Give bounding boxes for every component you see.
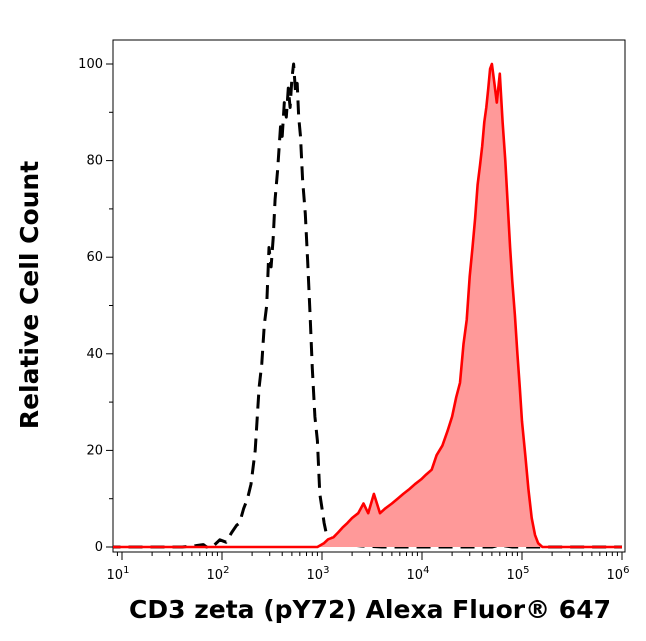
y-tick-label-40: 40 — [86, 347, 103, 362]
x-tick-label-100: 102 — [207, 565, 230, 583]
axes: 0 20 40 60 80 100 101 102 103 104 105 106 — [78, 57, 629, 583]
series-1-area — [113, 64, 622, 547]
y-tick-label-20: 20 — [86, 443, 103, 458]
series-group — [113, 62, 622, 549]
plot-frame — [112, 39, 626, 553]
y-tick-label-100: 100 — [78, 57, 103, 72]
y-axis-label: Relative Cell Count — [15, 161, 44, 429]
series-1-line — [113, 62, 622, 549]
plot-border — [112, 39, 626, 553]
y-tick-label-60: 60 — [86, 250, 103, 265]
x-tick-label-100000: 105 — [507, 565, 530, 583]
x-tick-label-1000: 103 — [307, 565, 330, 583]
x-tick-label-10: 101 — [107, 565, 130, 583]
x-axis-label: CD3 zeta (pY72) Alexa Fluor® 647 — [129, 595, 611, 624]
x-tick-label-1000000: 106 — [607, 565, 630, 583]
y-tick-label-0: 0 — [95, 540, 103, 555]
y-tick-label-80: 80 — [86, 154, 103, 169]
series-0-line — [113, 62, 622, 549]
x-tick-label-10000: 104 — [407, 565, 430, 583]
